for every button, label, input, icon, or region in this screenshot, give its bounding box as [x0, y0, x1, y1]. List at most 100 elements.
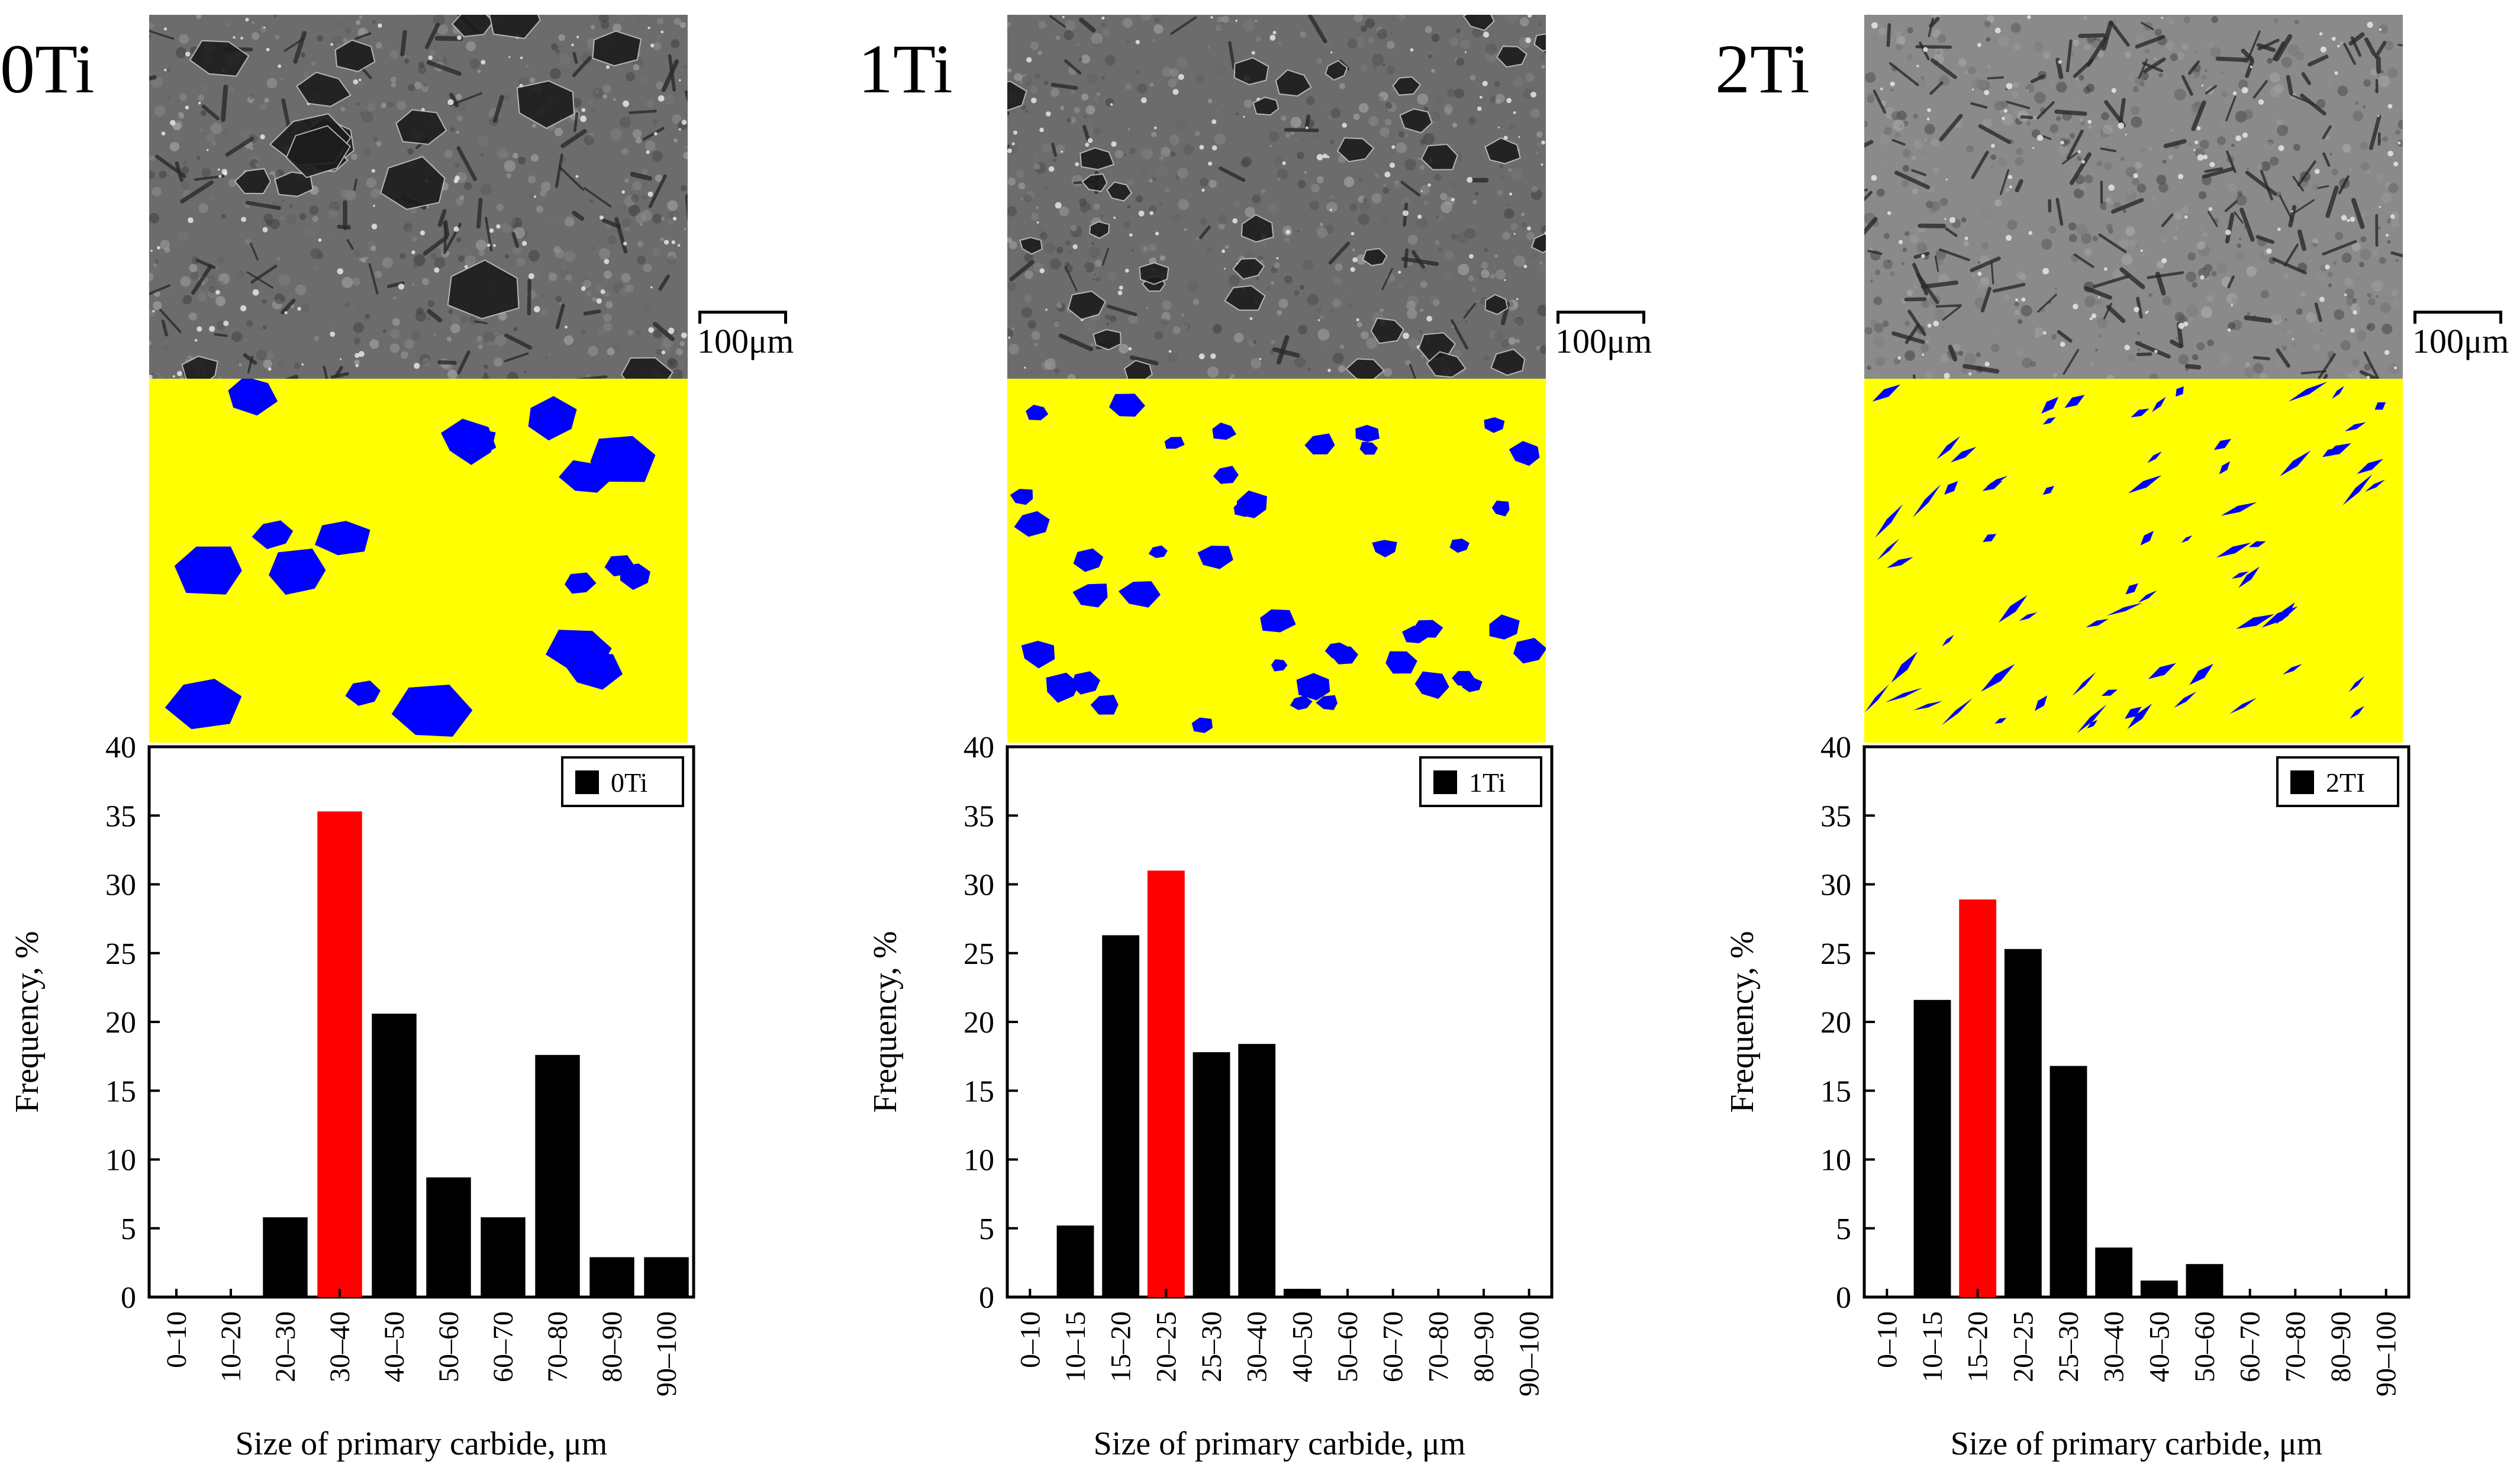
- bar-highlight: [317, 811, 362, 1297]
- y-axis-label: Frequency, %: [1724, 931, 1761, 1112]
- bar-highlight: [1959, 899, 1996, 1297]
- y-tick-label: 20: [105, 1006, 136, 1040]
- segmentation-map: [149, 379, 688, 743]
- scale-label: 100μm: [2412, 324, 2509, 359]
- x-tick-label: 15–20: [1962, 1311, 1994, 1382]
- bar: [1193, 1052, 1230, 1297]
- x-tick-label: 0–10: [1871, 1311, 1903, 1368]
- y-tick-label: 10: [105, 1144, 136, 1178]
- x-tick-label: 70–80: [1423, 1311, 1454, 1382]
- legend-swatch: [575, 770, 599, 794]
- y-tick-label: 35: [963, 799, 994, 833]
- x-tick-label: 20–25: [2007, 1311, 2039, 1382]
- y-tick-label: 15: [105, 1075, 136, 1108]
- sem-micrograph: [1007, 15, 1546, 379]
- y-tick-label: 5: [1836, 1212, 1851, 1246]
- y-tick-label: 0: [1836, 1281, 1851, 1315]
- x-tick-label: 70–80: [542, 1311, 573, 1382]
- scale-label: 100μm: [1555, 324, 1652, 359]
- y-tick-label: 30: [105, 869, 136, 902]
- legend-label: 2TI: [2326, 767, 2365, 798]
- y-tick-label: 10: [1820, 1144, 1851, 1178]
- panel-label: 0Ti: [0, 34, 95, 104]
- panel-label: 1Ti: [858, 34, 953, 104]
- sem-texture: [149, 15, 688, 379]
- carbide-segmentation: [149, 379, 688, 743]
- y-tick-label: 35: [105, 799, 136, 833]
- x-tick-label: 15–20: [1106, 1311, 1137, 1382]
- x-tick-label: 30–40: [1242, 1311, 1273, 1382]
- x-axis-label: Size of primary carbide, μm: [1094, 1425, 1466, 1462]
- sem-texture: [1007, 15, 1546, 379]
- x-tick-label: 80–90: [1468, 1311, 1500, 1382]
- y-tick-label: 25: [1820, 937, 1851, 971]
- x-tick-label: 50–60: [2189, 1311, 2221, 1382]
- x-axis-label: Size of primary carbide, μm: [236, 1425, 608, 1462]
- y-tick-label: 40: [963, 734, 994, 765]
- bar: [372, 1014, 416, 1297]
- segmentation-map: [1864, 379, 2403, 743]
- y-tick-label: 5: [121, 1212, 136, 1246]
- legend-label: 1Ti: [1469, 767, 1506, 798]
- carbide-segmentation: [1007, 379, 1546, 743]
- legend-swatch: [1433, 770, 1457, 794]
- legend-swatch: [2290, 770, 2314, 794]
- x-tick-label: 90–100: [651, 1311, 682, 1396]
- bar: [1914, 1000, 1951, 1297]
- x-tick-label: 30–40: [324, 1311, 356, 1382]
- x-tick-label: 0–10: [1014, 1311, 1046, 1368]
- x-tick-label: 40–50: [379, 1311, 410, 1382]
- y-tick-label: 10: [963, 1144, 994, 1178]
- x-tick-label: 50–60: [1332, 1311, 1364, 1382]
- x-tick-label: 50–60: [433, 1311, 465, 1382]
- bar: [1238, 1044, 1275, 1297]
- x-axis-label: Size of primary carbide, μm: [1951, 1425, 2323, 1462]
- x-tick-label: 10–15: [1917, 1311, 1948, 1382]
- bar: [535, 1055, 579, 1297]
- y-axis-label: Frequency, %: [9, 931, 46, 1112]
- bar: [426, 1178, 471, 1297]
- y-tick-label: 25: [963, 937, 994, 971]
- bar: [1102, 936, 1139, 1297]
- x-tick-label: 90–100: [1514, 1311, 1545, 1396]
- y-tick-label: 25: [105, 937, 136, 971]
- bar: [1057, 1225, 1094, 1297]
- y-tick-label: 30: [1820, 869, 1851, 902]
- x-tick-label: 30–40: [2099, 1311, 2130, 1382]
- bar: [263, 1217, 307, 1297]
- bar: [2050, 1066, 2087, 1297]
- x-tick-label: 25–30: [1196, 1311, 1227, 1382]
- sem-micrograph: [1864, 15, 2403, 379]
- x-tick-label: 20–30: [270, 1311, 301, 1382]
- y-tick-label: 15: [963, 1075, 994, 1108]
- y-tick-label: 40: [1820, 734, 1851, 765]
- bar: [481, 1217, 525, 1297]
- y-tick-label: 0: [121, 1281, 136, 1315]
- x-tick-label: 40–50: [1287, 1311, 1318, 1382]
- y-tick-label: 20: [963, 1006, 994, 1040]
- y-axis-label: Frequency, %: [867, 931, 904, 1112]
- y-tick-label: 35: [1820, 799, 1851, 833]
- x-tick-label: 60–70: [488, 1311, 519, 1382]
- panel-label: 2Ti: [1715, 34, 1810, 104]
- sem-micrograph: [149, 15, 688, 379]
- carbide-segmentation: [1864, 379, 2403, 743]
- x-tick-label: 0–10: [161, 1311, 192, 1368]
- y-tick-label: 30: [963, 869, 994, 902]
- y-tick-label: 20: [1820, 1006, 1851, 1040]
- sem-texture: [1864, 15, 2403, 379]
- x-tick-label: 90–100: [2371, 1311, 2402, 1396]
- y-tick-label: 5: [979, 1212, 994, 1246]
- x-tick-label: 20–25: [1151, 1311, 1182, 1382]
- x-tick-label: 70–80: [2280, 1311, 2311, 1382]
- y-tick-label: 40: [105, 734, 136, 765]
- x-tick-label: 10–15: [1060, 1311, 1091, 1382]
- legend: 0Ti: [562, 757, 683, 806]
- x-tick-label: 25–30: [2053, 1311, 2084, 1382]
